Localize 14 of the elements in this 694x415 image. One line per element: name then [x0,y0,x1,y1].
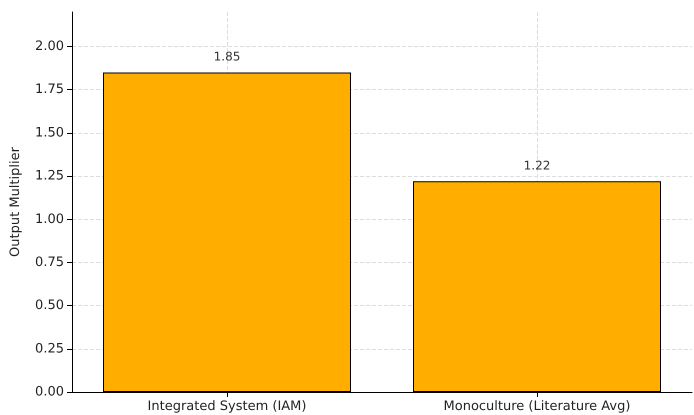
y-tick-label: 1.75 [35,82,64,98]
y-tick-label: 0.00 [35,384,64,400]
data-label: 1.22 [524,158,550,172]
x-tick-label: Monoculture (Literature Avg) [444,399,630,414]
y-axis-title: Output Multiplier [8,146,23,257]
y-tick-label: 1.25 [35,168,64,184]
y-tick-label: 0.50 [35,298,64,314]
x-tick-label: Integrated System (IAM) [148,399,306,414]
y-tick-label: 0.25 [35,341,64,356]
y-tick-label: 1.00 [35,212,64,227]
data-label: 1.85 [214,49,240,64]
y-tick-label: 1.50 [35,125,64,140]
y-tick-label: 0.75 [35,254,64,270]
y-tick-label: 2.00 [35,39,64,54]
